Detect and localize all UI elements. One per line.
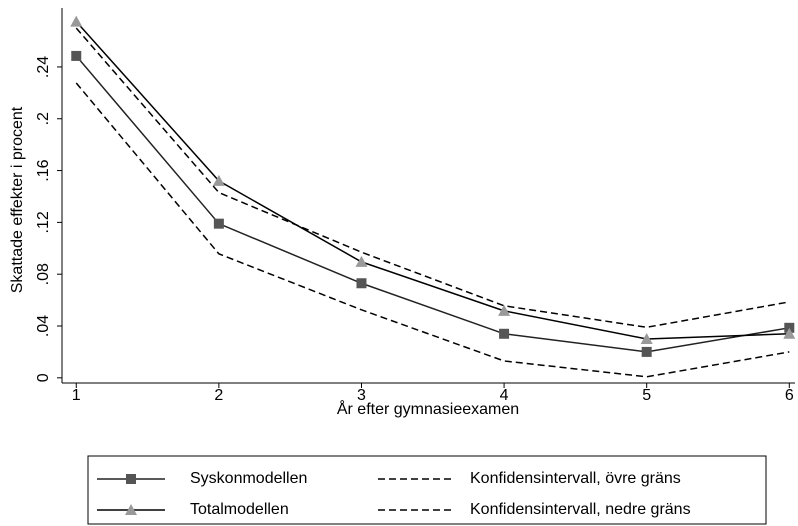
legend-label: Syskonmodellen: [190, 470, 307, 487]
series-line: [75, 21, 790, 340]
legend-label: Konfidensintervall, övre gräns: [470, 470, 681, 487]
marker: [71, 50, 82, 61]
y-tick-label: .12: [35, 211, 52, 233]
x-tick-label: 3: [357, 387, 366, 404]
x-tick-label: 4: [500, 387, 509, 404]
marker: [70, 15, 83, 27]
marker: [213, 218, 224, 229]
legend: [87, 455, 767, 525]
x-tick-label: 2: [214, 387, 223, 404]
x-tick-label: 6: [785, 387, 794, 404]
x-tick-label: 1: [72, 387, 81, 404]
y-tick-label: .08: [35, 263, 52, 285]
y-axis-title: Skattade effekter i procent: [9, 106, 26, 293]
marker: [783, 327, 796, 339]
legend-marker: [126, 474, 136, 484]
marker: [356, 278, 367, 289]
y-tick-label: .24: [35, 56, 52, 78]
y-tick-label: .2: [35, 112, 52, 125]
series-line: [75, 27, 790, 329]
legend-marker: [125, 504, 137, 515]
legend-label: Totalmodellen: [190, 501, 289, 518]
x-axis-title: År efter gymnasieexamen: [337, 399, 519, 418]
series-line: [75, 82, 790, 378]
legend-label: Konfidensintervall, nedre gräns: [470, 501, 691, 518]
marker: [499, 328, 510, 339]
marker: [498, 304, 511, 316]
marker: [641, 346, 652, 357]
y-tick-label: 0: [35, 373, 52, 382]
y-tick-label: .04: [35, 315, 52, 337]
x-tick-label: 5: [642, 387, 651, 404]
marker: [212, 174, 225, 186]
y-tick-label: .16: [35, 159, 52, 181]
series-line: [75, 55, 790, 353]
marker: [355, 255, 368, 267]
marker: [640, 332, 653, 344]
